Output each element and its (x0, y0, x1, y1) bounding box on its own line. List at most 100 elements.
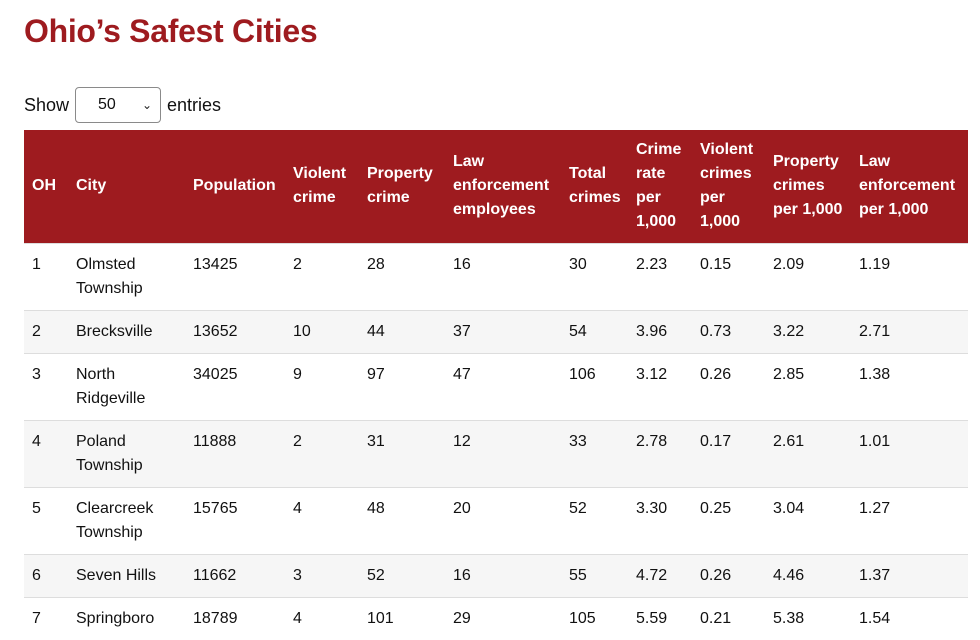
table-row: 7 Springboro 18789 4 101 29 105 5.59 0.2… (24, 598, 968, 640)
cell-property-crimes-rate: 3.04 (765, 488, 851, 555)
cell-population: 13652 (185, 311, 285, 354)
safest-cities-table: OH City Population Violent crime Propert… (24, 130, 968, 640)
table-row: 6 Seven Hills 11662 3 52 16 55 4.72 0.26… (24, 555, 968, 598)
cell-rank: 1 (24, 244, 68, 311)
cell-violent-crimes-rate: 0.17 (692, 421, 765, 488)
cell-law-enforcement-employees: 37 (445, 311, 561, 354)
cell-total-crimes: 105 (561, 598, 628, 640)
column-header-property-crime[interactable]: Property crime (359, 130, 445, 244)
cell-crime-rate: 2.23 (628, 244, 692, 311)
cell-property-crime: 44 (359, 311, 445, 354)
cell-total-crimes: 55 (561, 555, 628, 598)
table-row: 5 Clearcreek Township 15765 4 48 20 52 3… (24, 488, 968, 555)
entries-length-control: Show 50 ⌄ entries (24, 86, 968, 124)
cell-violent-crime: 10 (285, 311, 359, 354)
cell-law-enforcement-employees: 29 (445, 598, 561, 640)
cell-population: 18789 (185, 598, 285, 640)
cell-law-enforcement-rate: 1.38 (851, 354, 968, 421)
cell-crime-rate: 5.59 (628, 598, 692, 640)
cell-crime-rate: 3.12 (628, 354, 692, 421)
cell-crime-rate: 2.78 (628, 421, 692, 488)
cell-population: 13425 (185, 244, 285, 311)
cell-property-crime: 28 (359, 244, 445, 311)
cell-rank: 5 (24, 488, 68, 555)
cell-rank: 4 (24, 421, 68, 488)
column-header-violent-crime[interactable]: Violent crime (285, 130, 359, 244)
table-row: 3 North Ridgeville 34025 9 97 47 106 3.1… (24, 354, 968, 421)
cell-property-crimes-rate: 2.61 (765, 421, 851, 488)
cell-crime-rate: 4.72 (628, 555, 692, 598)
column-header-property-crimes-rate[interactable]: Property crimes per 1,000 (765, 130, 851, 244)
table-row: 1 Olmsted Township 13425 2 28 16 30 2.23… (24, 244, 968, 311)
cell-violent-crime: 3 (285, 555, 359, 598)
column-header-population[interactable]: Population (185, 130, 285, 244)
cell-city: Brecksville (68, 311, 185, 354)
cell-property-crimes-rate: 4.46 (765, 555, 851, 598)
cell-city: Springboro (68, 598, 185, 640)
cell-violent-crime: 4 (285, 488, 359, 555)
cell-total-crimes: 106 (561, 354, 628, 421)
cell-rank: 2 (24, 311, 68, 354)
cell-city: Clearcreek Township (68, 488, 185, 555)
cell-violent-crimes-rate: 0.73 (692, 311, 765, 354)
table-row: 4 Poland Township 11888 2 31 12 33 2.78 … (24, 421, 968, 488)
cell-property-crime: 52 (359, 555, 445, 598)
cell-property-crime: 101 (359, 598, 445, 640)
cell-violent-crime: 2 (285, 421, 359, 488)
column-header-oh[interactable]: OH (24, 130, 68, 244)
cell-violent-crimes-rate: 0.26 (692, 354, 765, 421)
cell-population: 11662 (185, 555, 285, 598)
cell-total-crimes: 52 (561, 488, 628, 555)
cell-law-enforcement-rate: 1.19 (851, 244, 968, 311)
cell-property-crime: 48 (359, 488, 445, 555)
entries-select[interactable]: 50 ⌄ (75, 87, 161, 123)
cell-law-enforcement-employees: 16 (445, 555, 561, 598)
cell-property-crime: 97 (359, 354, 445, 421)
column-header-law-enforcement-employees[interactable]: Law enforcement employees (445, 130, 561, 244)
cell-city: North Ridgeville (68, 354, 185, 421)
cell-total-crimes: 54 (561, 311, 628, 354)
cell-total-crimes: 30 (561, 244, 628, 311)
cell-total-crimes: 33 (561, 421, 628, 488)
cell-population: 11888 (185, 421, 285, 488)
cell-violent-crimes-rate: 0.21 (692, 598, 765, 640)
cell-property-crimes-rate: 2.09 (765, 244, 851, 311)
cell-rank: 3 (24, 354, 68, 421)
cell-violent-crimes-rate: 0.25 (692, 488, 765, 555)
cell-law-enforcement-rate: 1.54 (851, 598, 968, 640)
cell-violent-crime: 9 (285, 354, 359, 421)
column-header-law-enforcement-rate[interactable]: Law enforcement per 1,000 (851, 130, 968, 244)
cell-crime-rate: 3.30 (628, 488, 692, 555)
column-header-violent-crimes-rate[interactable]: Violent crimes per 1,000 (692, 130, 765, 244)
column-header-total-crimes[interactable]: Total crimes (561, 130, 628, 244)
cell-property-crimes-rate: 2.85 (765, 354, 851, 421)
page-title: Ohio’s Safest Cities (24, 0, 968, 51)
cell-law-enforcement-employees: 12 (445, 421, 561, 488)
cell-property-crimes-rate: 5.38 (765, 598, 851, 640)
cell-city: Olmsted Township (68, 244, 185, 311)
column-header-crime-rate[interactable]: Crime rate per 1,000 (628, 130, 692, 244)
content: Ohio’s Safest Cities Show 50 ⌄ entries O… (24, 0, 968, 640)
cell-law-enforcement-rate: 1.37 (851, 555, 968, 598)
cell-crime-rate: 3.96 (628, 311, 692, 354)
cell-rank: 7 (24, 598, 68, 640)
cell-violent-crime: 2 (285, 244, 359, 311)
cell-property-crimes-rate: 3.22 (765, 311, 851, 354)
cell-property-crime: 31 (359, 421, 445, 488)
header-row: OH City Population Violent crime Propert… (24, 130, 968, 244)
cell-law-enforcement-rate: 1.01 (851, 421, 968, 488)
entries-label: entries (167, 95, 221, 116)
cell-law-enforcement-employees: 20 (445, 488, 561, 555)
cell-law-enforcement-rate: 2.71 (851, 311, 968, 354)
column-header-city[interactable]: City (68, 130, 185, 244)
cell-law-enforcement-employees: 16 (445, 244, 561, 311)
cell-population: 34025 (185, 354, 285, 421)
cell-violent-crime: 4 (285, 598, 359, 640)
show-label: Show (24, 95, 69, 116)
cell-violent-crimes-rate: 0.15 (692, 244, 765, 311)
cell-violent-crimes-rate: 0.26 (692, 555, 765, 598)
cell-city: Seven Hills (68, 555, 185, 598)
chevron-down-icon: ⌄ (142, 98, 152, 112)
table-row: 2 Brecksville 13652 10 44 37 54 3.96 0.7… (24, 311, 968, 354)
cell-city: Poland Township (68, 421, 185, 488)
